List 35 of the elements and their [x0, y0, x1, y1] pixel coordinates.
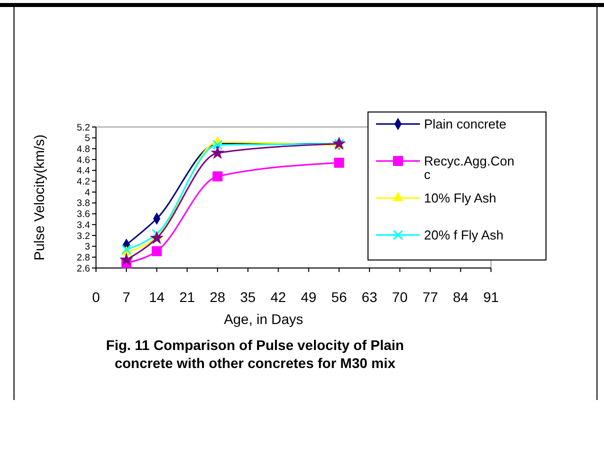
y-tick-label: 5.2: [76, 122, 90, 134]
y-tick-label: 2.8: [76, 252, 90, 264]
y-tick-label: 3.6: [76, 209, 90, 220]
y-axis-title: Pulse Velocity(km/s): [31, 134, 47, 261]
x-tick-label: 63: [362, 289, 378, 305]
x-tick-label: 14: [148, 289, 165, 305]
x-tick-label: 49: [300, 289, 317, 305]
y-tick-label: 5: [84, 133, 90, 144]
x-tick-label: 56: [331, 289, 348, 305]
x-tick-label: 28: [210, 289, 226, 305]
y-tick-label: 4: [84, 187, 90, 198]
y-tick-label: 3.4: [76, 220, 90, 231]
text: Fig. 11 Comparison of Pulse velocity of Plain concrete with other concretes for M30 mix: [106, 337, 404, 371]
x-tick-label: 7: [122, 289, 130, 305]
y-tick-label: 3.2: [76, 230, 90, 242]
x-tick-label: 0: [92, 289, 100, 305]
y-tick-label: 4.4: [76, 166, 90, 177]
y-tick-label: 3.8: [76, 198, 90, 210]
y-tick-label: 4.8: [76, 144, 90, 156]
x-tick-label: 21: [179, 289, 196, 305]
x-tick-label: 84: [452, 289, 469, 305]
y-tick-label: 4.6: [76, 154, 90, 166]
x-tick-label: 91: [483, 289, 499, 305]
legend-label: Plain concrete: [424, 116, 506, 132]
y-tick-label: 2.6: [76, 263, 90, 274]
legend-label: 10% Fly Ash: [424, 190, 496, 206]
legend-label: Recyc.Agg.Conc: [424, 154, 514, 182]
legend-label: 20% f Fly Ash: [424, 228, 504, 243]
y-tick-label: 3: [84, 242, 90, 253]
x-tick-label: 42: [270, 289, 286, 305]
y-tick-label: 4.2: [76, 176, 90, 188]
x-tick-label: 35: [240, 289, 256, 305]
x-tick-label: 70: [392, 289, 408, 305]
x-tick-label: 77: [422, 289, 438, 305]
x-axis-title: Age, in Days: [224, 311, 304, 327]
